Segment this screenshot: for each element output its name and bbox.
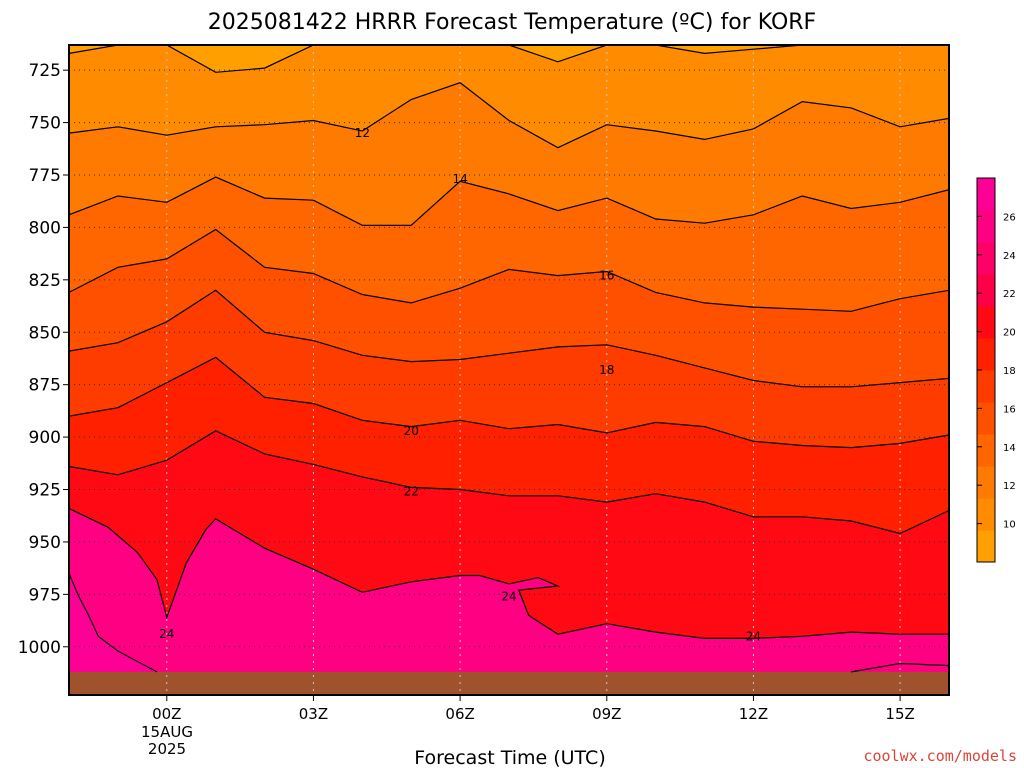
contour-label: 22 [404,485,419,499]
colorbar-segment [977,402,995,435]
colorbar-tick-label: 22 [1003,289,1016,300]
chart-title: 2025081422 HRRR Forecast Temperature (ºC… [208,10,816,35]
colorbar-segment [977,466,995,499]
contour-label: 12 [355,126,370,140]
y-axis: 725 750 775 800 825 850 875 900 925 950 975 1000 [18,61,69,658]
x-tick-label: 12Z [739,705,768,723]
colorbar-tick-label: 14 [1003,443,1016,454]
isotherm-24 [69,507,949,640]
x-date-day: 15AUG [141,723,193,741]
colorbar-segment [977,498,995,531]
y-tick-label: 775 [29,166,61,186]
contour-label: 18 [599,363,614,377]
isotherm-12 [69,82,949,149]
isotherm-16 [69,228,949,312]
colorbar-segment [977,370,995,403]
plot-frame [68,44,950,696]
isotherm-18 [69,289,949,388]
isotherm-20 [69,356,949,449]
ground-fill [69,671,949,695]
colorbar-tick-label: 18 [1003,366,1016,377]
y-tick-label: 975 [29,585,61,605]
grid-lines [69,45,949,695]
colorbar-segment [977,210,995,243]
colorbar-segment [977,242,995,275]
y-tick-label: 1000 [18,638,61,658]
y-tick-label: 925 [29,481,61,501]
contour-label: 24 [159,627,174,641]
x-axis-label: Forecast Time (UTC) [414,747,605,768]
ground-layer [69,671,949,695]
colorbar-tick-label: 12 [1003,481,1016,492]
x-tick-label: 15Z [885,705,914,723]
y-tick-label: 850 [29,323,61,343]
contour-label: 24 [501,589,516,603]
x-tick-label: 00Z [152,705,181,723]
plot-area: 12 14 16 18 20 22 24 24 24 [69,45,949,695]
y-tick-label: 900 [29,428,61,448]
y-tick-label: 725 [29,61,61,81]
y-tick-label: 800 [29,218,61,238]
colorbar-tick-label: 26 [1003,212,1016,223]
isotherm-24 [69,573,158,673]
band-warm-pocket [69,573,157,695]
colorbar-tick-label: 20 [1003,328,1016,339]
x-tick-label: 06Z [445,705,474,723]
band-10 [69,45,949,73]
x-tick-label: 09Z [592,705,621,723]
x-tick-label: 03Z [299,705,328,723]
credit-text: coolwx.com/models [863,747,1017,765]
x-date-year: 2025 [148,740,186,758]
colorbar-segment [977,178,995,211]
colorbar-tick-label: 10 [1003,520,1016,531]
isotherm-14 [69,176,949,226]
isotherm-10 [69,45,949,73]
colorbar-segment [977,306,995,339]
contour-labels: 12 14 16 18 20 22 24 24 24 [159,126,761,643]
colorbar-segment [977,338,995,371]
contour-label: 24 [746,629,761,643]
colorbar-tick-label: 16 [1003,404,1016,415]
isotherm-22 [69,430,949,535]
y-tick-label: 875 [29,376,61,396]
colorbar-segment [977,274,995,307]
y-tick-label: 750 [29,114,61,134]
colorbar-segment [977,434,995,467]
contour-label: 16 [599,269,614,283]
isotherm-26 [851,662,949,673]
colorbar-tick-label: 24 [1003,251,1016,262]
isotherm-lines [69,45,949,673]
colorbar-segment [977,530,995,563]
y-tick-label: 825 [29,271,61,291]
temperature-bands [69,45,949,695]
contour-label: 14 [452,172,467,186]
y-tick-label: 950 [29,533,61,553]
colorbar: 10 12 14 16 18 20 22 24 26 [976,177,1016,563]
contour-label: 20 [404,424,419,438]
x-axis: 00Z 03Z 06Z 09Z 12Z 15Z [152,695,915,723]
